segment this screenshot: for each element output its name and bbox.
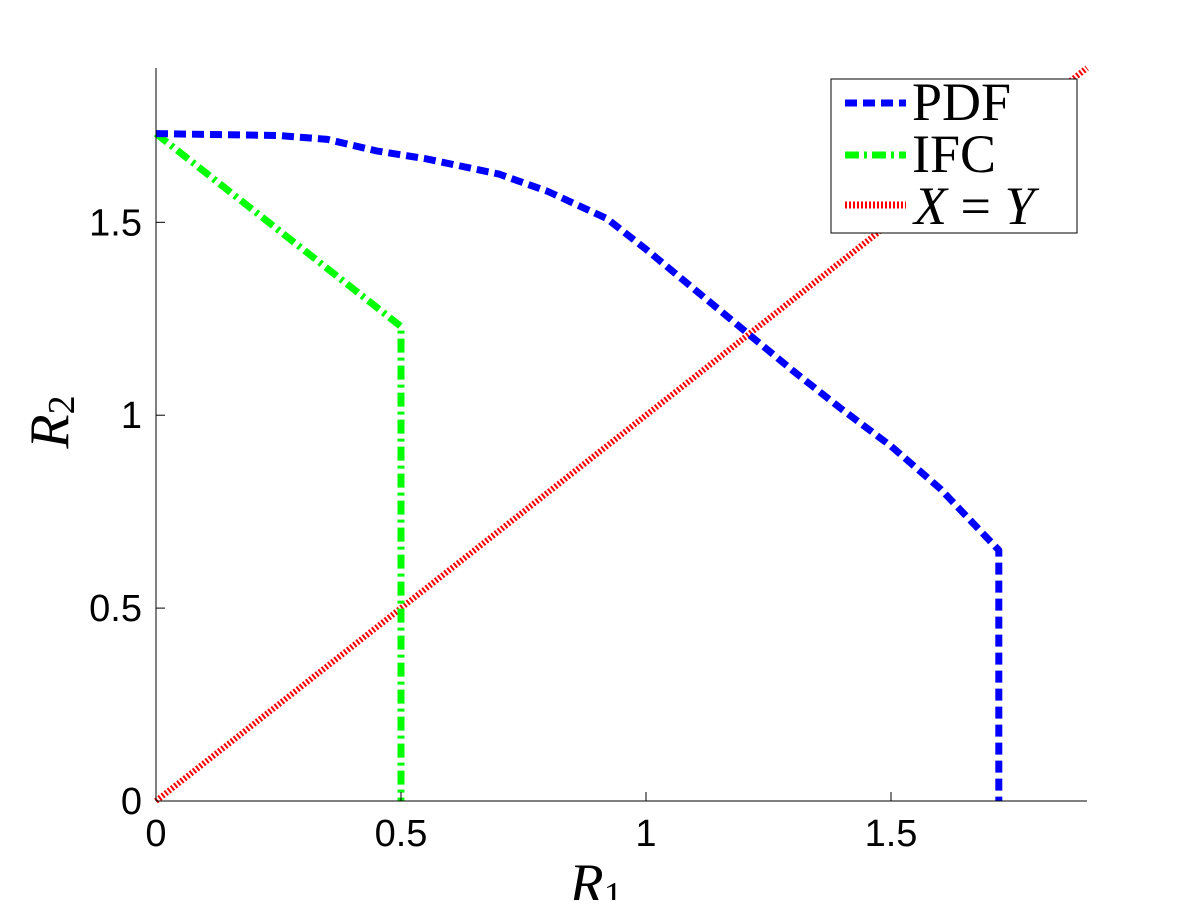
x-ticks: 0 0.5 1 1.5 — [145, 792, 917, 855]
x-tick-label: 1.5 — [865, 813, 918, 855]
series-line-x-y — [154, 65, 1089, 804]
y-tick-label: 0 — [121, 781, 142, 823]
y-tick-label: 1.5 — [89, 202, 142, 244]
series-line-pdf — [155, 130, 1003, 801]
legend-label-pdf: PDF — [912, 72, 1011, 132]
x-tick-label: 0.5 — [375, 813, 428, 855]
y-axis-label-main: R — [19, 414, 81, 449]
y-axis-label: R2 — [19, 395, 83, 449]
x-tick-label: 0 — [145, 813, 166, 855]
series-line-ifc — [153, 130, 405, 801]
legend-label-equals: = — [947, 176, 1004, 236]
x-axis-label: R1 — [568, 853, 622, 900]
y-axis-label-subscript: 2 — [41, 395, 83, 414]
y-tick-label: 0.5 — [89, 588, 142, 630]
legend-label-x-equals-y: X = Y — [912, 176, 1039, 236]
legend: PDF IFC X = Y — [830, 72, 1078, 236]
legend-label-x: X — [912, 176, 949, 236]
y-ticks: 0 0.5 1 1.5 — [89, 202, 165, 823]
y-tick-label: 1 — [121, 395, 142, 437]
x-axis-label-main: R — [568, 853, 603, 900]
axes — [155, 68, 1087, 802]
plot-lines — [153, 65, 1089, 804]
x-tick-label: 1 — [635, 813, 656, 855]
legend-label-y: Y — [1004, 176, 1039, 236]
legend-label-ifc: IFC — [912, 124, 996, 184]
x-axis-label-subscript: 1 — [604, 875, 623, 900]
